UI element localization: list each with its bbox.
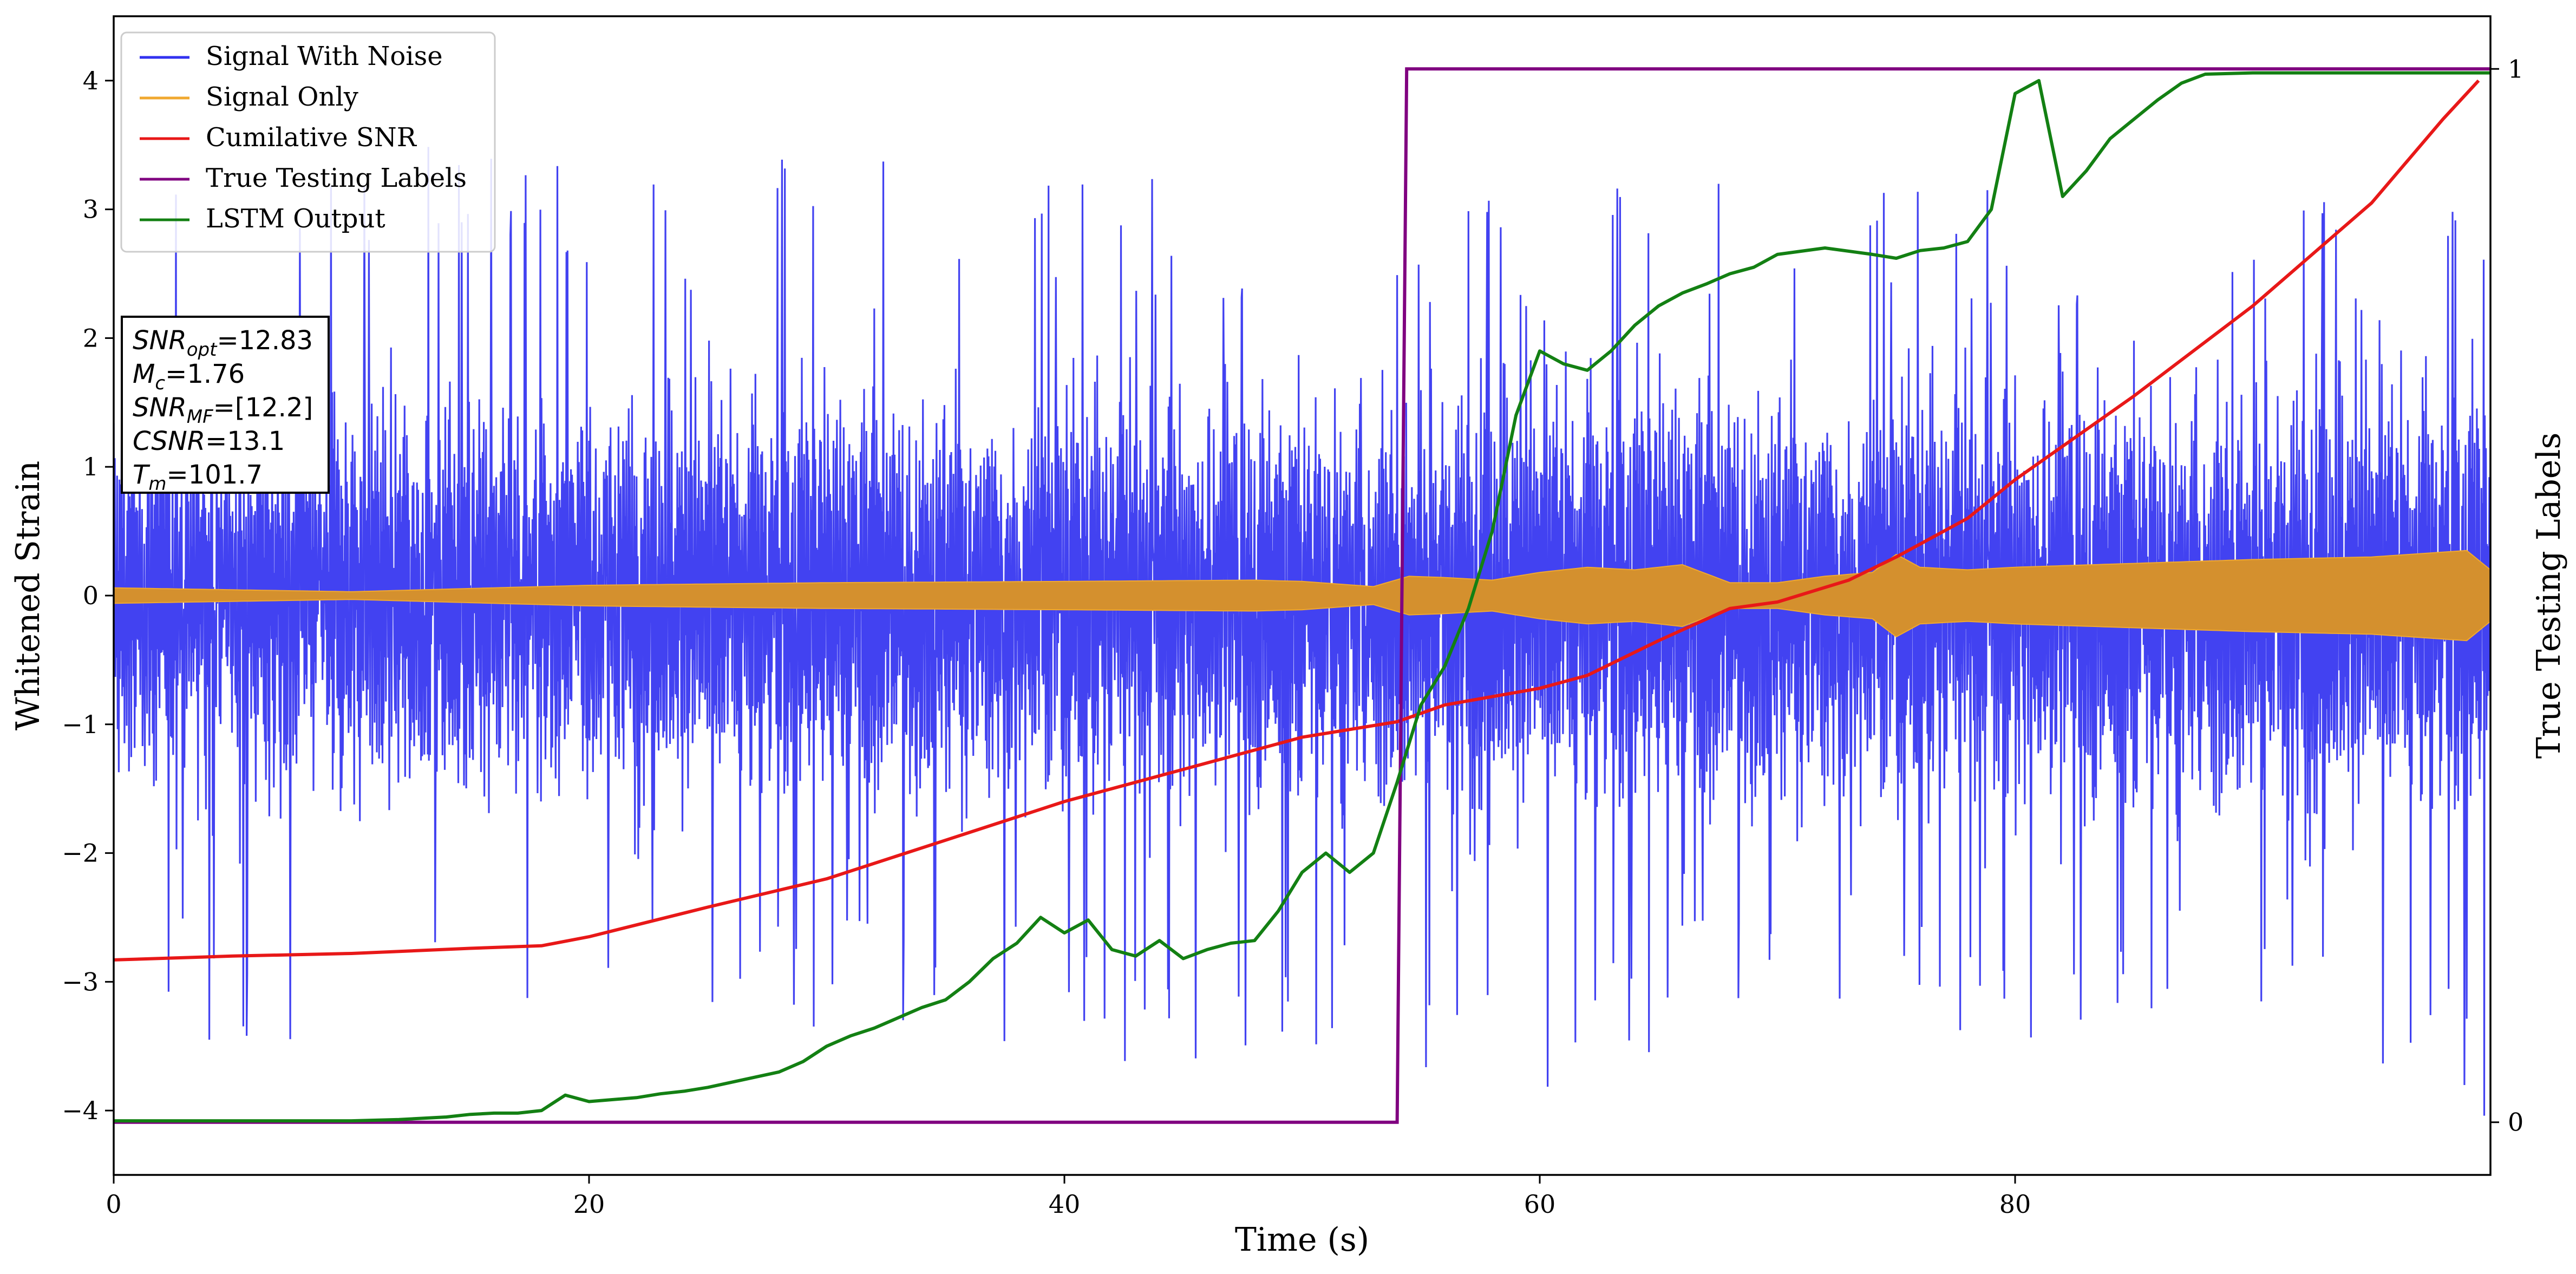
- series-cumilative-snr: [114, 79, 2480, 962]
- x-tick-label: 60: [1524, 1190, 1556, 1219]
- y-tick-label: 4: [83, 66, 99, 95]
- legend-label: Signal Only: [206, 82, 358, 112]
- y2-axis-label: True Testing Labels: [2530, 433, 2568, 759]
- plot-area: [114, 67, 2490, 1124]
- legend-label: LSTM Output: [206, 204, 385, 234]
- info-line: CSNR=13.1: [133, 426, 285, 456]
- y-tick-label: −1: [62, 710, 99, 739]
- series-lstm-output: [114, 71, 2490, 1123]
- y-axis-label: Whitened Strain: [9, 461, 47, 730]
- y-tick-label: 2: [83, 323, 99, 352]
- x-tick-label: 80: [1999, 1190, 2031, 1219]
- info-line: Tm=101.7: [133, 460, 263, 495]
- y-tick-label: 0: [83, 581, 99, 610]
- series-signal-with-noise: [114, 147, 2490, 1116]
- y2-tick-label: 0: [2508, 1108, 2523, 1137]
- x-tick-label: 40: [1049, 1190, 1081, 1219]
- legend-label: Cumilative SNR: [206, 122, 417, 153]
- x-tick-label: 0: [106, 1190, 121, 1219]
- info-box-frame: [121, 316, 330, 494]
- legend-label: Signal With Noise: [206, 41, 443, 71]
- y-tick-label: −3: [62, 967, 99, 996]
- info-line: SNRMF=[12.2]: [133, 393, 313, 428]
- y-tick-label: 3: [83, 195, 99, 224]
- y-tick-label: −2: [62, 839, 99, 868]
- info-line: Mc=1.76: [133, 359, 245, 394]
- series-true-testing-labels: [114, 67, 2490, 1124]
- y2-tick-label: 1: [2508, 54, 2523, 83]
- y-tick-label: 1: [83, 452, 99, 481]
- info-line: SNRopt=12.83: [133, 325, 313, 361]
- y-tick-label: −4: [62, 1096, 99, 1125]
- legend: Signal With Noise Signal Only Cumilative S…: [120, 31, 496, 253]
- legend-box: [120, 31, 496, 253]
- legend-label: True Testing Labels: [206, 163, 467, 193]
- info-box: SNRopt=12.83Mc=1.76SNRMF=[12.2]CSNR=13.1…: [121, 316, 330, 495]
- x-tick-label: 20: [573, 1190, 605, 1219]
- series-signal-only: [114, 550, 2490, 642]
- x-axis-label: Time (s): [1235, 1221, 1369, 1259]
